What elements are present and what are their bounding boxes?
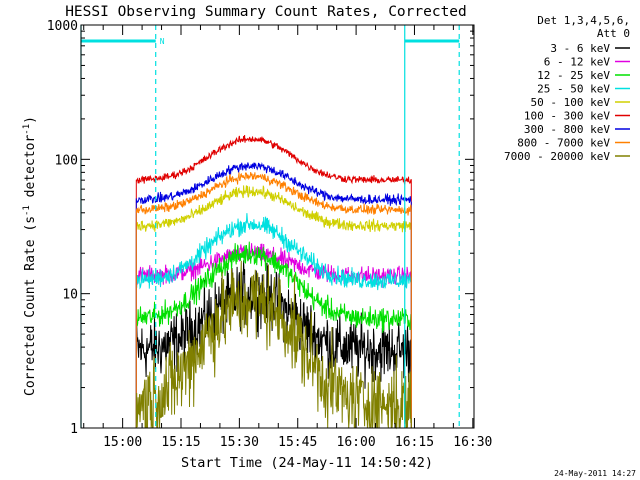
legend-label: 800 - 7000 keV bbox=[517, 137, 610, 150]
legend-label: 50 - 100 keV bbox=[531, 96, 611, 109]
y-label-sup2: -1 bbox=[22, 124, 32, 135]
legend-label: 12 - 25 keV bbox=[537, 69, 610, 82]
series-line bbox=[135, 241, 412, 429]
x-tick-label: 15:30 bbox=[220, 435, 259, 450]
legend-label: 7000 - 20000 keV bbox=[504, 150, 610, 163]
x-tick-label: 15:15 bbox=[161, 435, 200, 450]
timestamp: 24-May-2011 14:27 bbox=[554, 469, 636, 478]
axes-layer: 1 10 100 1000 15:00 15:15 15:30 15:45 16:00 16:15… bbox=[47, 19, 493, 450]
x-tick-label: 16:15 bbox=[395, 435, 434, 450]
y-label-mid: detector bbox=[23, 135, 38, 206]
x-tick-label: 16:30 bbox=[453, 435, 492, 450]
series-line bbox=[135, 185, 412, 429]
y-tick-label: 1000 bbox=[47, 19, 78, 34]
y-label-end: ) bbox=[23, 116, 38, 124]
x-tick-label: 16:00 bbox=[337, 435, 376, 450]
series-line bbox=[135, 162, 412, 429]
legend-header-line-1: Det 1,3,4,5,6, bbox=[537, 14, 630, 27]
legend-header-line-2: Att 0 bbox=[597, 27, 630, 40]
night-bar-label: N bbox=[160, 37, 165, 46]
series-line bbox=[135, 260, 412, 430]
y-tick-label: 1 bbox=[70, 422, 78, 437]
legend-label: 300 - 800 keV bbox=[524, 123, 610, 136]
series-line bbox=[135, 243, 412, 429]
chart-title: HESSI Observing Summary Count Rates, Cor… bbox=[65, 4, 467, 20]
y-tick-label: 100 bbox=[55, 153, 78, 168]
series-line bbox=[135, 260, 412, 429]
plot-frame bbox=[80, 24, 475, 429]
legend-label: 25 - 50 keV bbox=[537, 83, 610, 96]
x-tick-label: 15:00 bbox=[103, 435, 142, 450]
y-label-main: Corrected Count Rate (s bbox=[23, 216, 38, 396]
y-axis-label: Corrected Count Rate (s-1 detector-1) bbox=[22, 116, 38, 396]
series-line bbox=[135, 134, 412, 429]
x-axis-label: Start Time (24-May-11 14:50:42) bbox=[181, 455, 433, 471]
y-tick-label: 10 bbox=[62, 288, 78, 303]
series-line bbox=[135, 213, 412, 429]
legend-label: 6 - 12 keV bbox=[544, 56, 611, 69]
legend-label: 100 - 300 keV bbox=[524, 110, 610, 123]
legend-label: 3 - 6 keV bbox=[550, 42, 610, 55]
y-label-sup1: -1 bbox=[22, 205, 32, 216]
series-line bbox=[135, 172, 412, 429]
x-tick-label: 15:45 bbox=[278, 435, 317, 450]
series-layer bbox=[135, 134, 412, 430]
